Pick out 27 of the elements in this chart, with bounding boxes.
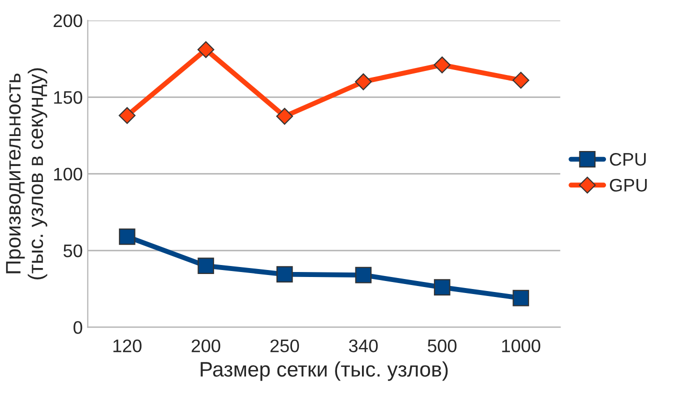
y-tick-label: 50 [64,244,82,258]
point [434,56,451,74]
x-tick-label: 200 [192,339,220,352]
legend-label: GPU [610,178,647,192]
x-tick-label: 1000 [502,339,540,352]
point [434,279,450,296]
y-axis-title: Производительность (тыс. узлов в секунду) [6,68,48,280]
x-tick-label: 340 [349,339,378,352]
x-axis-title: Размер сетки (тыс. узлов) [200,361,448,381]
y-tick-label: 0 [74,321,82,334]
point [276,108,294,125]
point [354,73,372,90]
point [512,290,530,306]
y-tick-label: 100 [54,168,82,181]
point [118,107,136,124]
point [355,266,372,284]
y-tick-label: 150 [54,91,82,104]
legend-label: CPU [610,152,646,166]
point [512,72,530,89]
x-tick-label: 250 [270,339,299,352]
x-tick-label: 500 [428,339,456,352]
x-tick-label: 120 [113,339,142,352]
point [197,41,214,58]
y-tick-label: 200 [54,14,82,28]
point [276,266,293,282]
point [118,228,136,245]
point [198,258,214,274]
